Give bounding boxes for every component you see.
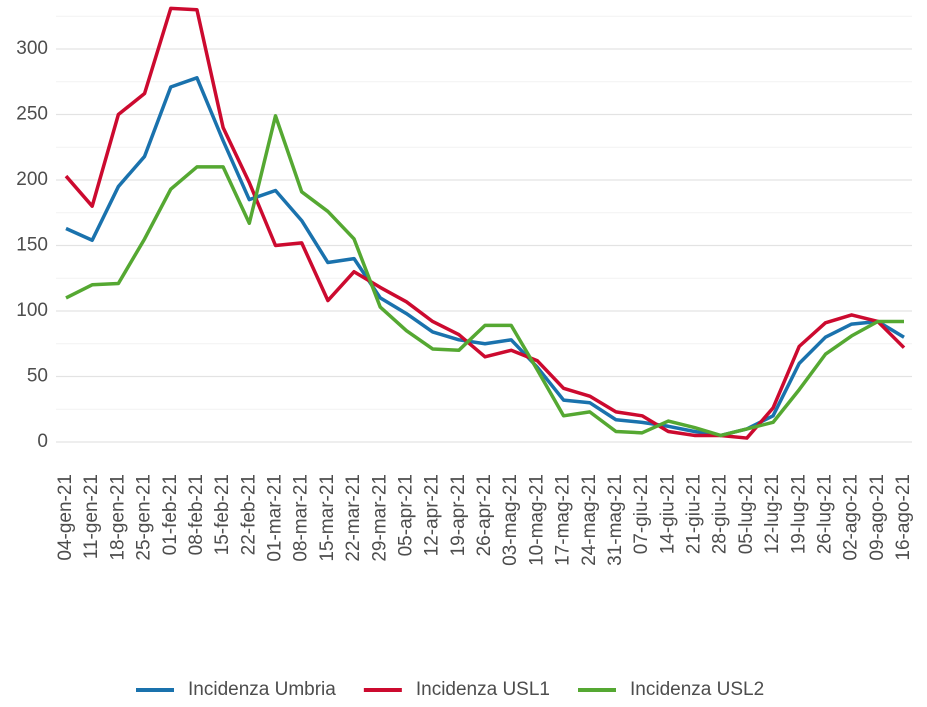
x-tick-label: 12-apr-21 bbox=[422, 474, 443, 556]
x-tick-label: 04-gen-21 bbox=[55, 474, 76, 561]
x-tick-label: 22-feb-21 bbox=[238, 474, 259, 555]
x-tick-label: 01-feb-21 bbox=[160, 474, 181, 555]
x-tick-label: 21-giu-21 bbox=[684, 474, 705, 554]
x-tick-label: 08-mar-21 bbox=[291, 474, 312, 562]
x-tick-label: 19-apr-21 bbox=[448, 474, 469, 556]
x-tick-label: 24-mag-21 bbox=[579, 474, 600, 566]
x-tick-label: 05-apr-21 bbox=[395, 474, 416, 556]
y-tick-label: 100 bbox=[16, 300, 48, 321]
x-tick-label: 18-gen-21 bbox=[107, 474, 128, 561]
x-tick-label: 29-mar-21 bbox=[369, 474, 390, 562]
y-tick-label: 300 bbox=[16, 38, 48, 59]
x-tick-label: 05-lug-21 bbox=[736, 474, 757, 554]
x-tick-label: 02-ago-21 bbox=[841, 474, 862, 561]
x-tick-label: 10-mag-21 bbox=[526, 474, 547, 566]
x-tick-label: 15-feb-21 bbox=[212, 474, 233, 555]
x-tick-label: 26-apr-21 bbox=[474, 474, 495, 556]
x-tick-label: 19-lug-21 bbox=[788, 474, 809, 554]
legend-label: Incidenza Umbria bbox=[188, 679, 336, 700]
series-line bbox=[64, 6, 906, 440]
x-tick-label: 15-mar-21 bbox=[317, 474, 338, 562]
x-tick-label: 11-gen-21 bbox=[81, 474, 102, 559]
x-tick-label: 28-giu-21 bbox=[710, 474, 731, 554]
y-tick-label: 50 bbox=[27, 366, 48, 387]
series-line bbox=[65, 114, 904, 438]
legend-label: Incidenza USL1 bbox=[416, 679, 550, 700]
x-tick-label: 01-mar-21 bbox=[265, 474, 286, 562]
legend-label: Incidenza USL2 bbox=[630, 679, 764, 700]
x-tick-label: 31-mag-21 bbox=[605, 474, 626, 566]
x-tick-label: 26-lug-21 bbox=[814, 474, 835, 554]
x-tick-label: 03-mag-21 bbox=[500, 474, 521, 566]
x-tick-label: 25-gen-21 bbox=[134, 474, 155, 561]
x-tick-label: 07-giu-21 bbox=[631, 474, 652, 554]
y-tick-label: 200 bbox=[16, 169, 48, 190]
x-tick-label: 16-ago-21 bbox=[893, 474, 914, 561]
x-tick-label: 14-giu-21 bbox=[657, 474, 678, 554]
y-tick-label: 250 bbox=[16, 104, 48, 125]
x-tick-label: 22-mar-21 bbox=[343, 474, 364, 562]
series-line bbox=[65, 76, 905, 438]
x-tick-label: 12-lug-21 bbox=[762, 474, 783, 554]
x-tick-label: 08-feb-21 bbox=[186, 474, 207, 555]
y-tick-label: 150 bbox=[16, 235, 48, 256]
x-tick-label: 09-ago-21 bbox=[867, 474, 888, 561]
x-tick-label: 17-mag-21 bbox=[553, 474, 574, 566]
y-tick-label: 0 bbox=[37, 431, 48, 452]
